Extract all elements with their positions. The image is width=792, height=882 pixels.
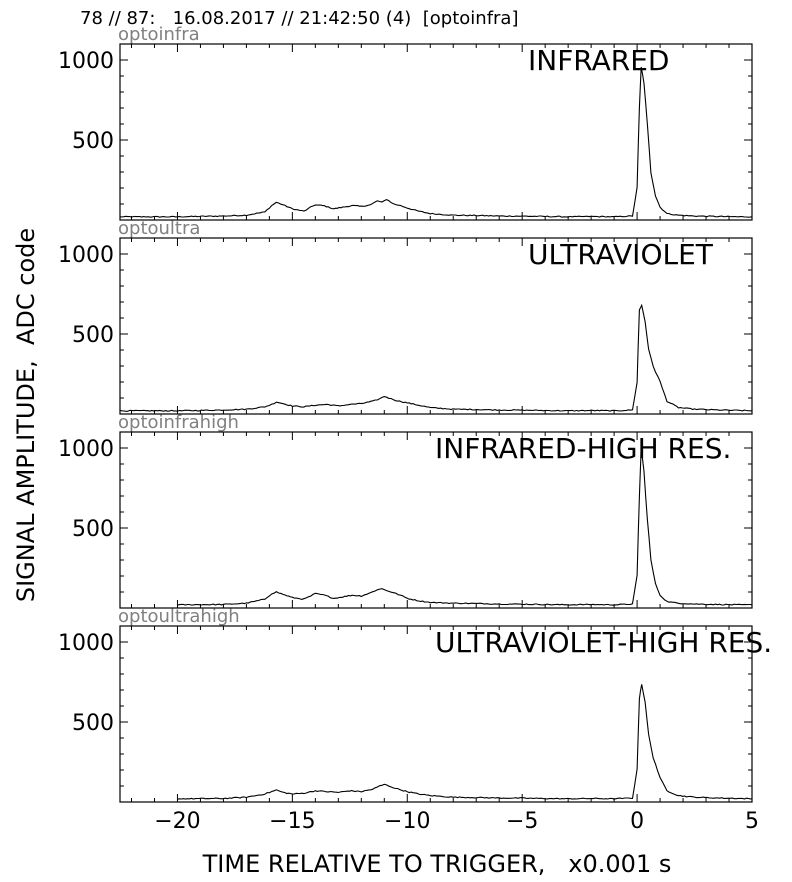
x-axis-label: TIME RELATIVE TO TRIGGER, x0.001 s [202,850,672,878]
y-axis-label: SIGNAL AMPLITUDE, ADC code [12,227,40,603]
x-tick-label: −15 [269,809,315,834]
panel-ultraviolet: optoultra ULTRAVIOLET 500 1000 [58,218,753,415]
plot-frame [119,43,753,221]
plot-frame [119,237,753,415]
x-tick-label: −5 [506,809,538,834]
channel-label: optoultrahigh [118,606,240,627]
panel-title: INFRARED-HIGH RES. [435,432,732,465]
signal-trace [119,66,753,218]
y-tick-label: 1000 [58,631,114,656]
signal-trace [177,684,753,800]
y-tick-label: 1000 [58,49,114,74]
panel-ultraviolet-high: optoultrahigh ULTRAVIOLET-HIGH RES. 500 1… [58,606,772,834]
plot-frame [119,625,753,803]
panel-infrared: optoinfra INFRARED 500 1000 [58,24,753,221]
y-tick-label: 500 [72,323,114,348]
plot-frame [119,431,753,609]
panel-title: ULTRAVIOLET-HIGH RES. [435,626,773,659]
x-tick-label: −20 [154,809,200,834]
y-tick-label: 1000 [58,437,114,462]
panel-title: ULTRAVIOLET [528,238,713,271]
y-tick-label: 500 [72,129,114,154]
x-tick-label: 5 [745,809,759,834]
chart-svg: 500 1000 [58,43,753,221]
channel-label: optoinfra [118,24,200,45]
signal-trace [119,303,752,412]
x-tick-label: −10 [384,809,430,834]
panel-infrared-high: optoinfrahigh INFRARED-HIGH RES. 500 1000 [58,412,753,609]
channel-label: optoultra [118,218,201,239]
chart-svg: 500 1000 [58,237,753,415]
panel-title: INFRARED [528,44,670,77]
y-tick-label: 1000 [58,243,114,268]
chart-svg: 500 1000 [58,431,753,609]
y-tick-label: 500 [72,517,114,542]
channel-label: optoinfrahigh [118,412,239,433]
signal-trace [177,448,753,606]
chart-svg: 500 1000 −20 −15 −10 −5 0 5 [58,625,759,834]
y-tick-label: 500 [72,711,114,736]
x-tick-label: 0 [630,809,644,834]
plot-header: 78 // 87: 16.08.2017 // 21:42:50 (4) [op… [80,8,519,29]
